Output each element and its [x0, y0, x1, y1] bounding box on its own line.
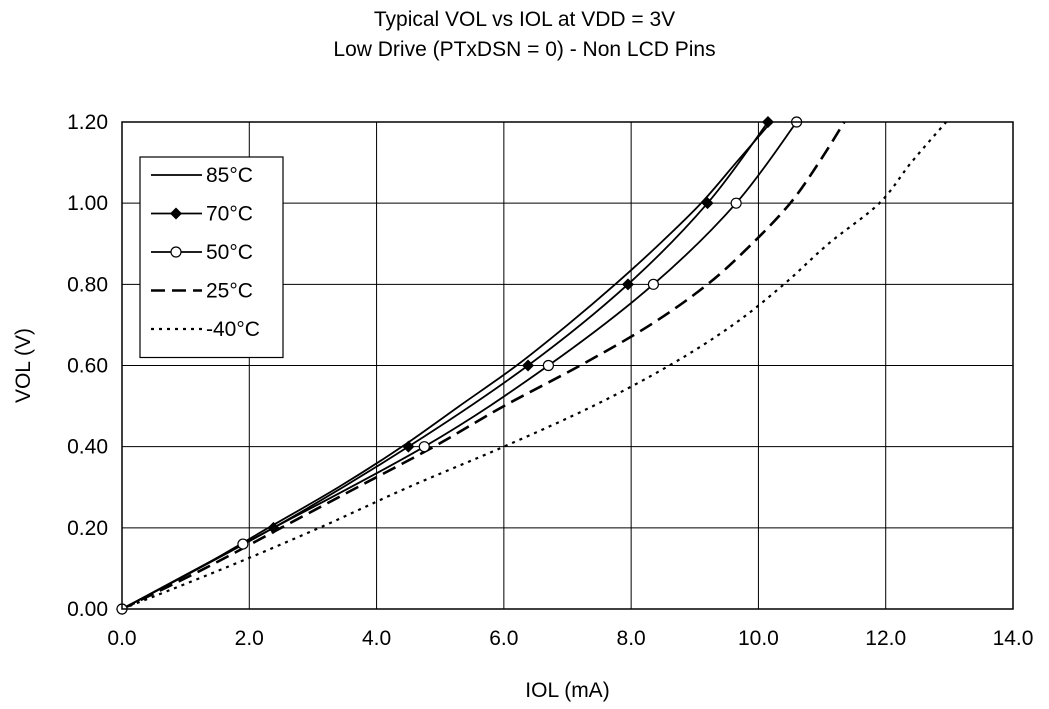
series-line	[121, 121, 948, 611]
y-tick-label: 0.60	[67, 355, 108, 378]
y-tick-label: 0.40	[67, 436, 108, 459]
tick-labels: 0.0 2.0 4.0 6.0 8.0 10.0 12.0 14.0 0.00 0.20 0.40 0…	[67, 111, 1033, 650]
legend-label: 85°C	[206, 164, 253, 187]
legend-label: 25°C	[206, 280, 253, 303]
y-tick-label: 0.00	[67, 598, 108, 621]
chart-subtitle: Low Drive (PTxDSN = 0) - Non LCD Pins	[333, 38, 716, 61]
data-point-marker	[267, 521, 280, 534]
y-tick-label: 0.20	[67, 517, 108, 540]
legend-marker	[170, 246, 182, 258]
data-point-marker	[701, 197, 714, 210]
x-tick-label: 14.0	[993, 627, 1034, 650]
legend-box	[139, 156, 284, 359]
series-line	[121, 121, 772, 610]
x-tick-label: 4.0	[362, 627, 391, 650]
chart-title: Typical VOL vs IOL at VDD = 3V	[373, 8, 676, 31]
plot-border	[121, 121, 1014, 610]
x-tick-label: 0.0	[107, 627, 136, 650]
x-tick-label: 8.0	[617, 627, 646, 650]
data-point-marker	[621, 278, 634, 291]
data-point-marker	[730, 197, 742, 209]
legend: 85°C 70°C 50°C 25°C -40°C	[139, 156, 284, 359]
y-tick-label: 0.80	[67, 273, 108, 296]
legend-label: -40°C	[206, 318, 260, 341]
x-tick-label: 2.0	[235, 627, 264, 650]
data-point-marker	[237, 538, 249, 550]
x-axis-label: IOL (mA)	[525, 679, 609, 702]
legend-label: 50°C	[206, 241, 253, 264]
data-point-marker	[402, 440, 415, 453]
series-markers	[116, 116, 803, 615]
x-tick-label: 10.0	[738, 627, 779, 650]
data-point-marker	[418, 441, 430, 453]
data-point-marker	[647, 278, 660, 290]
y-tick-label: 1.20	[67, 111, 108, 134]
y-tick-label: 1.00	[67, 192, 108, 215]
x-tick-label: 6.0	[489, 627, 518, 650]
x-tick-label: 12.0	[865, 627, 906, 650]
y-axis-label: VOL (V)	[12, 328, 35, 403]
legend-label: 70°C	[206, 203, 253, 226]
legend-marker	[170, 207, 182, 220]
data-point-marker	[542, 359, 555, 372]
data-point-marker	[522, 359, 535, 372]
